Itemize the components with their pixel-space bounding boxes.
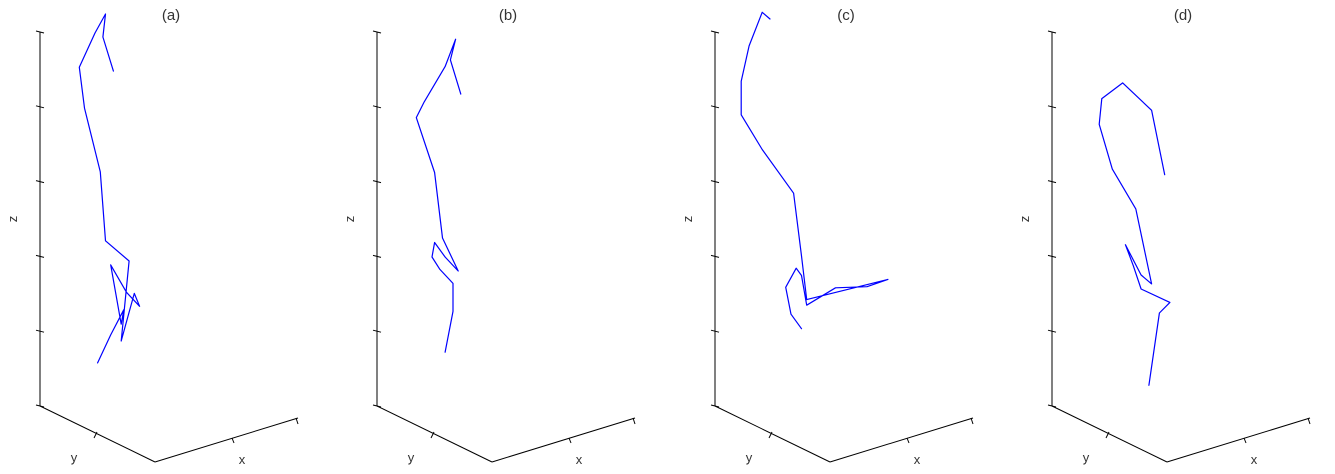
x-axis-tick [1243,437,1247,444]
y-axis-line [376,405,493,463]
series-curve [78,13,141,364]
chart-panel-1: (a) z y x [5,7,299,467]
z-axis-tick [372,105,382,109]
panel-title: (a) [162,7,180,24]
x-axis-label: x [1251,452,1258,467]
z-axis-tick [372,254,382,258]
y-axis-tick [768,431,773,439]
z-axis-label: z [5,216,20,223]
series-curve [415,38,462,353]
z-axis-tick [710,180,720,184]
x-axis-label: x [239,452,246,467]
z-axis-tick [372,329,382,333]
z-axis-tick [710,329,720,333]
x-axis-line [154,417,299,463]
z-axis-tick [35,180,45,184]
x-axis-tick [231,437,235,444]
y-axis-tick [93,431,98,439]
chart-panel-3: (c) z y x [680,7,974,467]
z-axis-tick [35,105,45,109]
chart-panel-2: (b) z y x [342,7,636,467]
z-axis-tick [710,30,720,34]
x-axis-line [491,417,636,463]
x-axis-line [829,417,974,463]
x-axis-tick [970,417,974,425]
y-axis-line [714,405,831,463]
x-axis-tick [632,417,636,425]
x-axis-tick [1307,417,1311,425]
z-axis-tick [1047,105,1057,109]
z-axis-tick [35,329,45,333]
panel-title: (b) [499,7,517,24]
z-axis-tick [1047,180,1057,184]
series-curve [740,11,889,330]
y-axis-label: y [408,450,415,465]
y-axis-tick [1105,431,1110,439]
series-curve [1098,82,1171,386]
z-axis-tick [372,180,382,184]
z-axis-label: z [342,216,357,223]
y-axis-label: y [71,450,78,465]
y-axis-label: y [1083,450,1090,465]
z-axis-tick [1047,329,1057,333]
z-axis-tick [372,30,382,34]
y-axis-line [39,405,156,463]
z-axis-tick [710,254,720,258]
z-axis-tick [1047,254,1057,258]
x-axis-tick [906,437,910,444]
chart-panel-4: (d) z y x [1017,7,1311,467]
x-axis-tick [568,437,572,444]
z-axis-label: z [1017,216,1032,223]
z-axis-tick [35,254,45,258]
panel-title: (c) [837,7,855,24]
y-axis-label: y [746,450,753,465]
x-axis-label: x [576,452,583,467]
z-axis-tick [1047,30,1057,34]
z-axis-tick [35,30,45,34]
x-axis-line [1166,417,1311,463]
y-axis-line [1051,405,1168,463]
z-axis-tick [710,105,720,109]
x-axis-label: x [914,452,921,467]
z-axis-label: z [680,216,695,223]
panel-title: (d) [1174,7,1192,24]
y-axis-tick [430,431,435,439]
x-axis-tick [295,417,299,425]
